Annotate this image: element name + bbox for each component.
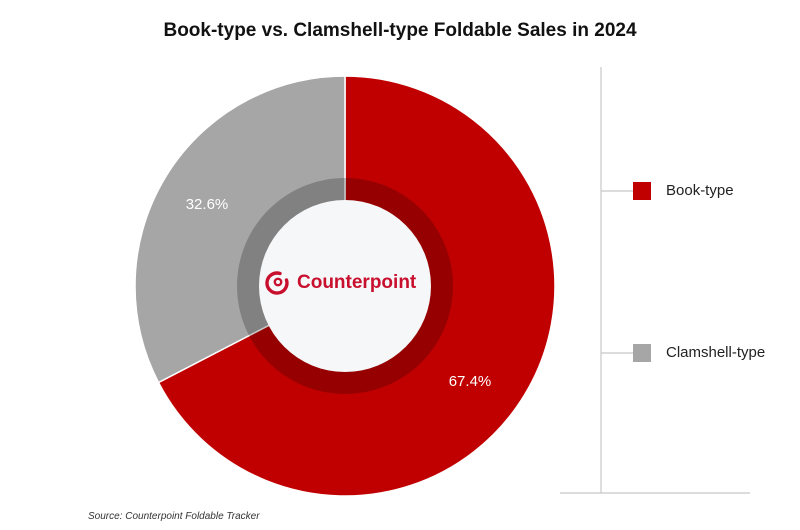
donut-hole [259,200,431,372]
counterpoint-logo: Counterpoint [264,270,416,296]
data-label-book-type: 67.4% [449,373,492,390]
legend-swatch-clamshell-type [633,344,651,362]
legend-label-clamshell: Clamshell-type [666,344,766,361]
counterpoint-logo-icon [265,271,289,295]
data-label-clamshell-type: 32.6% [186,196,229,213]
logo-text: Counterpoint [297,272,417,293]
chart-title: Book-type vs. Clamshell-type Foldable Sa… [163,20,637,41]
legend-label-book: Book-type [666,182,734,199]
legend-swatch-book-type [633,182,651,200]
source-note: Source: Counterpoint Foldable Tracker [88,511,260,522]
